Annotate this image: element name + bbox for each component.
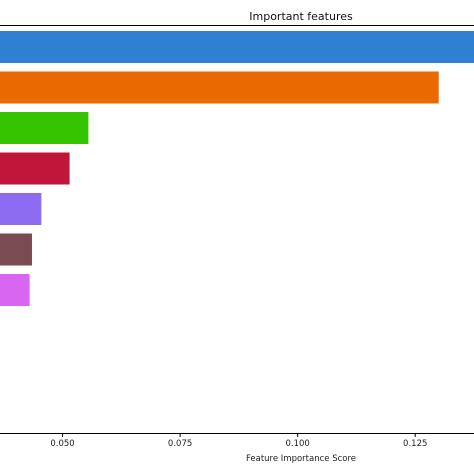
x-axis-label: Feature Importance Score [246,454,356,464]
bar-6 [0,233,32,266]
x-tick-label: 0.075 [168,439,192,449]
bar-5 [0,193,42,225]
bars-group [0,31,474,306]
bar-4 [0,152,70,185]
x-tick-label: 0.100 [285,439,309,449]
bar-7 [0,274,30,306]
x-axis-ticks: 0.050 0.075 0.100 0.125 [50,433,427,449]
x-tick-label: 0.050 [50,439,74,449]
bar-2 [0,71,439,104]
bar-3 [0,112,89,144]
chart-title: Important features [249,10,353,23]
plot-frame [0,25,474,434]
x-tick-label: 0.125 [403,439,427,449]
bar-1 [0,31,474,63]
